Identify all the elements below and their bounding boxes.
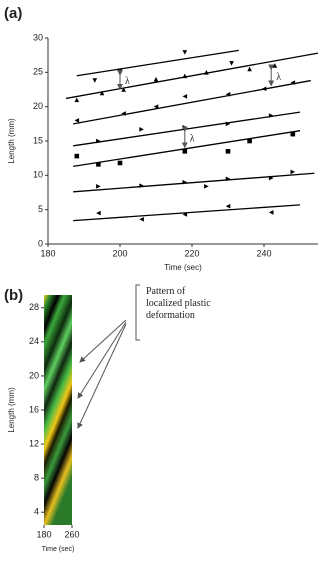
point	[273, 63, 278, 68]
point	[183, 50, 188, 55]
point	[262, 87, 267, 92]
x-tick-label: 220	[184, 248, 199, 258]
point	[291, 170, 296, 175]
panel-label: (b)	[4, 287, 23, 304]
point	[247, 139, 252, 144]
point	[118, 161, 123, 166]
y-tick-label: 30	[33, 32, 43, 42]
fit-line	[73, 81, 311, 124]
point	[139, 127, 144, 132]
point	[183, 149, 188, 154]
point	[226, 149, 231, 154]
y-tick-label: 20	[33, 101, 43, 111]
point	[93, 78, 98, 83]
bracket	[136, 285, 140, 340]
y-tick-label: 5	[38, 204, 43, 214]
fit-line	[73, 173, 314, 192]
point	[183, 94, 188, 99]
x-tick-label: 240	[256, 248, 271, 258]
fit-line	[73, 131, 300, 167]
point	[229, 61, 234, 66]
heatmap	[44, 295, 72, 525]
point	[139, 217, 144, 222]
y-tick-label: 24	[29, 336, 39, 346]
x-tick-label: 180	[40, 248, 55, 258]
y-tick-label: 20	[29, 370, 39, 380]
y-axis-label: Length (mm)	[7, 118, 16, 164]
y-tick-label: 15	[33, 135, 43, 145]
point	[154, 77, 159, 82]
point	[183, 73, 188, 78]
y-tick-label: 12	[29, 438, 39, 448]
point	[269, 210, 274, 215]
point	[226, 204, 231, 209]
point	[96, 162, 101, 167]
arrow	[78, 322, 126, 398]
x-axis-label: Time (sec)	[164, 263, 202, 272]
y-tick-label: 28	[29, 302, 39, 312]
point	[118, 69, 123, 74]
y-axis-label: Length (mm)	[7, 387, 16, 433]
annotation: λ	[276, 72, 281, 83]
y-tick-label: 4	[34, 507, 39, 517]
x-tick-label: 200	[112, 248, 127, 258]
y-tick-label: 0	[38, 238, 43, 248]
arrow	[78, 324, 126, 428]
x-axis-label: Time (sec)	[42, 546, 75, 553]
point	[247, 67, 252, 72]
point	[269, 113, 274, 118]
y-tick-label: 10	[33, 170, 43, 180]
figure: (a) (b) 0 5 10 15 20 25 30 180 200 220 240 Time (se…	[0, 0, 328, 557]
y-tick-label: 25	[33, 67, 43, 77]
panel-label: (a)	[4, 5, 22, 22]
point	[75, 118, 80, 123]
x-tick-label: 260	[64, 529, 79, 539]
point	[96, 184, 101, 189]
annotation: λ	[190, 134, 195, 145]
point	[96, 211, 101, 216]
y-tick-label: 8	[34, 473, 39, 483]
point	[139, 183, 144, 188]
point	[75, 98, 80, 103]
y-tick-label: 16	[29, 404, 39, 414]
point	[204, 184, 209, 189]
arrow	[80, 320, 126, 362]
annotation: λ	[125, 76, 130, 87]
point	[291, 132, 296, 137]
point	[75, 154, 80, 159]
x-tick-label: 180	[36, 529, 51, 539]
